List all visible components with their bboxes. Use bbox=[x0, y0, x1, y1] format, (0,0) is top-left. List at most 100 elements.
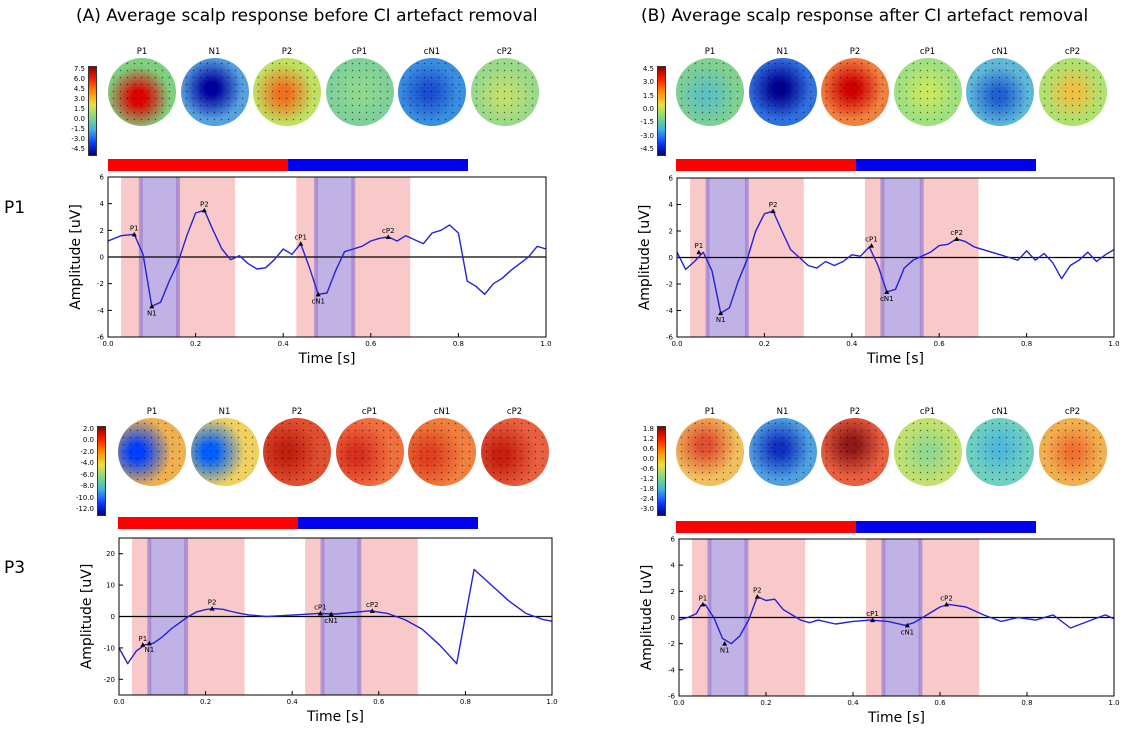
peak-marker bbox=[131, 231, 137, 237]
topomap-label: cP2 bbox=[1064, 407, 1081, 417]
scalp-topomap bbox=[190, 418, 259, 486]
scalp-topomap bbox=[966, 418, 1034, 486]
topomap-label: P1 bbox=[704, 407, 716, 417]
x-tick-label: 0.8 bbox=[460, 698, 471, 706]
peak-label: cN1 bbox=[880, 295, 894, 303]
peak-marker bbox=[385, 234, 391, 239]
electrode-dots bbox=[821, 418, 889, 486]
y-tick-label: -10 bbox=[104, 644, 115, 652]
electrode-dots bbox=[325, 58, 394, 126]
colorbar-tick-label: 3.0 bbox=[73, 95, 85, 103]
topomap-label: P2 bbox=[849, 47, 861, 57]
red-time-bar bbox=[676, 521, 856, 533]
x-tick-label: 0.2 bbox=[760, 699, 771, 707]
electrode-dots bbox=[118, 418, 186, 486]
colorbar-tick-label: 1.8 bbox=[642, 425, 654, 433]
y-tick-label: -6 bbox=[668, 693, 676, 701]
peak-marker bbox=[870, 617, 876, 623]
peak-marker bbox=[140, 642, 146, 647]
y-tick-label: 2 bbox=[100, 227, 104, 235]
scalp-topomap bbox=[335, 418, 404, 486]
colorbar-tick-label: -1.2 bbox=[640, 475, 654, 483]
electrode-dots bbox=[470, 58, 539, 126]
electrode-dots bbox=[180, 58, 249, 126]
colorbar-tick-label: -1.5 bbox=[71, 125, 85, 133]
scalp-topomap bbox=[748, 58, 817, 126]
peak-label: N1 bbox=[147, 309, 157, 317]
scalp-topomap bbox=[821, 418, 889, 486]
topomap-label: cN1 bbox=[991, 47, 1009, 57]
topomap-label: cP1 bbox=[351, 47, 368, 57]
peak-label: N1 bbox=[144, 646, 154, 654]
scalp-topomap bbox=[1038, 418, 1107, 486]
y-tick-label: 0 bbox=[669, 254, 673, 262]
x-tick-label: 0.4 bbox=[846, 340, 858, 348]
peak-marker bbox=[298, 241, 304, 246]
row-label-p1: P1 bbox=[4, 198, 26, 218]
topomap-label: P2 bbox=[291, 407, 303, 417]
x-axis-label: Time [s] bbox=[298, 351, 356, 367]
y-tick-label: 4 bbox=[669, 201, 674, 209]
topomap-label: cP1 bbox=[919, 407, 936, 417]
colorbar-tick-label: -4.5 bbox=[640, 145, 654, 153]
scalp-topomap bbox=[325, 58, 394, 126]
peak-label: P1 bbox=[699, 594, 708, 602]
y-tick-label: 6 bbox=[671, 536, 676, 544]
y-tick-label: 0 bbox=[671, 614, 675, 622]
scalp-topomap bbox=[408, 418, 476, 486]
scalp-topomap bbox=[676, 58, 744, 126]
y-tick-label: -2 bbox=[668, 640, 675, 648]
topomap-label: P2 bbox=[281, 47, 293, 57]
electrode-dots bbox=[408, 418, 476, 486]
x-tick-label: 0.4 bbox=[287, 698, 299, 706]
erp-chart: P1 N1 P2 cP1 cN1 cP2 0.0 0.2 0.4 0.6 0.8 1.0 -6 -4 -2 0… bbox=[68, 174, 552, 368]
y-tick-label: 6 bbox=[100, 174, 105, 182]
colorbar-tick-label: 1.2 bbox=[642, 435, 654, 443]
y-axis-label: Amplitude [uV] bbox=[637, 205, 653, 311]
title-right: (B) Average scalp response after CI arte… bbox=[641, 6, 1089, 26]
scalp-topomap bbox=[893, 58, 962, 126]
y-tick-label: 10 bbox=[106, 582, 115, 590]
electrode-dots bbox=[190, 418, 259, 486]
y-tick-label: 0 bbox=[111, 613, 115, 621]
erp-trace bbox=[676, 210, 1115, 314]
colorbar-tick-label: -3.0 bbox=[71, 135, 85, 143]
x-axis-label: Time [s] bbox=[306, 709, 364, 725]
colorbar-tick-label: 2.0 bbox=[82, 425, 94, 433]
y-tick-label: 0 bbox=[100, 254, 104, 262]
peak-marker bbox=[718, 310, 724, 316]
y-tick-label: -20 bbox=[104, 676, 115, 684]
x-tick-label: 0.6 bbox=[934, 699, 946, 707]
x-tick-label: 0.2 bbox=[190, 340, 201, 348]
topomap-label: cP2 bbox=[1064, 47, 1081, 57]
peak-marker bbox=[700, 601, 706, 607]
peak-label: cN1 bbox=[901, 628, 915, 636]
x-tick-label: 0.6 bbox=[934, 340, 946, 348]
peak-label: cP1 bbox=[866, 610, 879, 618]
colorbar-tick-label: -4.0 bbox=[80, 459, 94, 468]
peak-marker bbox=[904, 622, 910, 628]
y-axis-label: Amplitude [uV] bbox=[68, 204, 84, 310]
peak-marker bbox=[722, 641, 728, 646]
topomap-label: cP2 bbox=[496, 47, 513, 57]
y-tick-label: -4 bbox=[97, 307, 105, 315]
y-tick-label: -6 bbox=[666, 334, 674, 342]
x-tick-label: 0.8 bbox=[1021, 699, 1032, 707]
topomap-label: P1 bbox=[146, 407, 158, 417]
topomap-label: N1 bbox=[776, 47, 789, 57]
erp-trace bbox=[107, 209, 547, 307]
topomap-label: N1 bbox=[208, 47, 221, 57]
topomap-label: N1 bbox=[218, 407, 231, 417]
peak-label: P2 bbox=[200, 200, 209, 208]
peak-marker bbox=[944, 601, 950, 607]
colorbar-tick-label: -0.6 bbox=[640, 465, 654, 473]
x-tick-label: 0.0 bbox=[102, 340, 113, 348]
colorbar-tick-label: -6.0 bbox=[80, 470, 94, 479]
peak-marker bbox=[884, 289, 890, 294]
peak-label: N1 bbox=[716, 316, 726, 324]
x-tick-label: 0.6 bbox=[373, 698, 385, 706]
scalp-topomap bbox=[108, 58, 176, 126]
y-axis-label: Amplitude [uV] bbox=[639, 565, 655, 671]
x-tick-label: 0.2 bbox=[759, 340, 770, 348]
colorbar-tick-label: -4.5 bbox=[71, 145, 85, 153]
